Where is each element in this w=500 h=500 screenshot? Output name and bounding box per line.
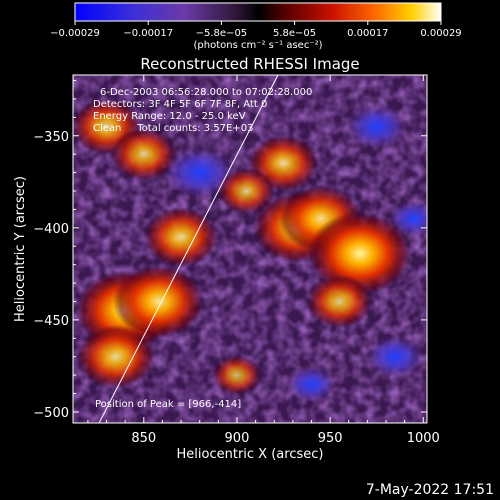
chart-title: Reconstructed RHESSI Image xyxy=(140,55,359,73)
x-tick-label: 950 xyxy=(318,431,343,446)
heatmap-image xyxy=(73,75,427,423)
colorbar-tick-label: −5.8e−05 xyxy=(196,28,248,39)
x-tick-label: 1000 xyxy=(407,431,440,446)
y-axis-label: Heliocentric Y (arcsec) xyxy=(13,176,28,322)
hot-region xyxy=(212,355,262,396)
hot-region xyxy=(110,127,177,181)
cold-region xyxy=(163,146,236,199)
annotation-time-range: 6-Dec-2003 06:56:28.000 to 07:02:28.000 xyxy=(100,87,312,98)
y-tick-label: −450 xyxy=(33,314,69,329)
hot-region xyxy=(76,324,156,389)
footer-datetime: 7-May-2022 17:51 xyxy=(365,482,494,498)
colorbar-tick-label: −0.00017 xyxy=(123,28,173,39)
cold-region xyxy=(286,366,337,403)
plot-frame xyxy=(72,74,428,424)
colorbar-tick-label: 0.00029 xyxy=(420,28,461,39)
y-tick-label: −500 xyxy=(33,406,69,421)
colorbar-gradient xyxy=(74,2,442,22)
cold-region xyxy=(346,104,408,149)
annotation-energy: Energy Range: 12.0 - 25.0 keV xyxy=(93,111,246,122)
cold-region xyxy=(366,335,425,378)
colorbar-tick-label: 0.00017 xyxy=(347,28,388,39)
y-tick-label: −400 xyxy=(33,222,69,237)
hot-region xyxy=(306,274,373,329)
colorbar: −0.00029 −0.00017 −5.8e−05 5.8e−05 0.00017 0.… xyxy=(50,2,462,51)
y-tick-label: −350 xyxy=(33,130,69,145)
colorbar-tick-label: 5.8e−05 xyxy=(273,28,316,39)
colorbar-ticks: −0.00029 −0.00017 −5.8e−05 5.8e−05 0.00017 0.… xyxy=(50,21,462,39)
y-axis: −350 −400 −450 −500 xyxy=(33,80,427,421)
chart: Reconstructed RHESSI Image 850 900 950 1000… xyxy=(13,55,440,462)
x-tick-label: 850 xyxy=(131,431,156,446)
solar-limb-line xyxy=(98,75,279,423)
hot-region xyxy=(307,211,412,296)
colorbar-unit-label: (photons cm⁻² s⁻¹ asec⁻²) xyxy=(193,40,322,51)
annotation-detectors: Detectors: 3F 4F 5F 6F 7F 8F, Att 0 xyxy=(93,99,267,110)
annotation-clean: Clean Total counts: 3.57E+03 xyxy=(93,123,253,134)
colorbar-tick-label: −0.00029 xyxy=(50,28,100,39)
cold-regions xyxy=(163,104,427,403)
x-axis: 850 900 950 1000 xyxy=(87,75,440,446)
x-tick-label: 900 xyxy=(225,431,250,446)
hot-region xyxy=(217,167,276,215)
hot-regions xyxy=(73,98,412,396)
x-axis-label: Heliocentric X (arcsec) xyxy=(177,447,324,462)
hot-region xyxy=(113,264,205,339)
hot-region xyxy=(143,206,219,268)
annotation-peak: Position of Peak = [966,-414] xyxy=(95,399,241,410)
